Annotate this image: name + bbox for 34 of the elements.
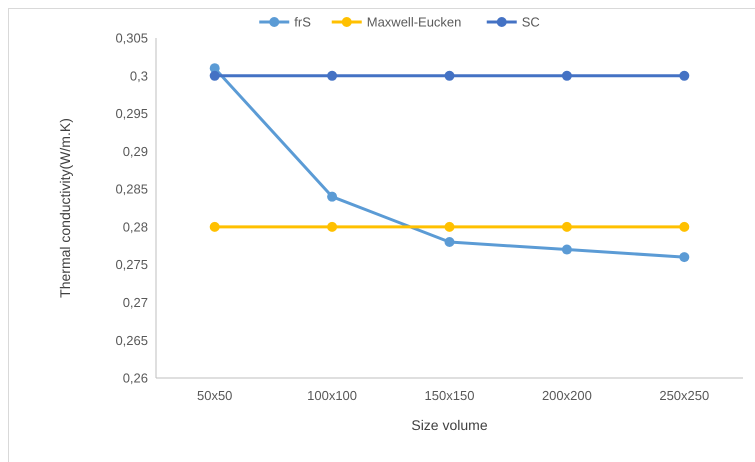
point <box>679 222 690 232</box>
y-tick-label: 0,305 <box>115 30 148 46</box>
y-tick-label: 0,265 <box>115 332 148 348</box>
point <box>210 222 220 232</box>
x-tick-label: 50x50 <box>196 388 232 403</box>
point <box>444 222 454 232</box>
x-axis-title: Size volume <box>411 417 488 433</box>
legend-label: SC <box>522 14 540 30</box>
y-axis-title: Thermal conductivity(W/m.K) <box>57 118 73 298</box>
point <box>444 70 454 81</box>
point <box>327 222 338 232</box>
point <box>327 70 338 81</box>
y-tick-label: 0,3 <box>130 68 148 84</box>
legend-label: frS <box>294 14 312 30</box>
point <box>444 237 454 247</box>
y-tick-label: 0,28 <box>122 219 148 234</box>
point <box>679 70 690 81</box>
x-tick-label: 200x200 <box>542 388 592 403</box>
point <box>562 222 572 232</box>
y-tick-label: 0,295 <box>115 106 148 122</box>
y-tick-label: 0,26 <box>122 370 148 386</box>
point <box>327 192 338 202</box>
x-tick-label: 100x100 <box>307 388 358 403</box>
legend-label: Maxwell-Eucken <box>366 14 462 30</box>
point <box>562 70 572 81</box>
point <box>679 252 690 262</box>
x-tick-label: 250x250 <box>659 388 710 403</box>
y-tick-label: 0,285 <box>115 182 148 197</box>
point <box>562 244 572 255</box>
y-tick-label: 0,29 <box>122 144 148 159</box>
y-tick-label: 0,275 <box>115 257 148 272</box>
x-tick-label: 150x150 <box>424 388 474 403</box>
point <box>210 70 220 81</box>
y-tick-label: 0,27 <box>122 294 148 310</box>
